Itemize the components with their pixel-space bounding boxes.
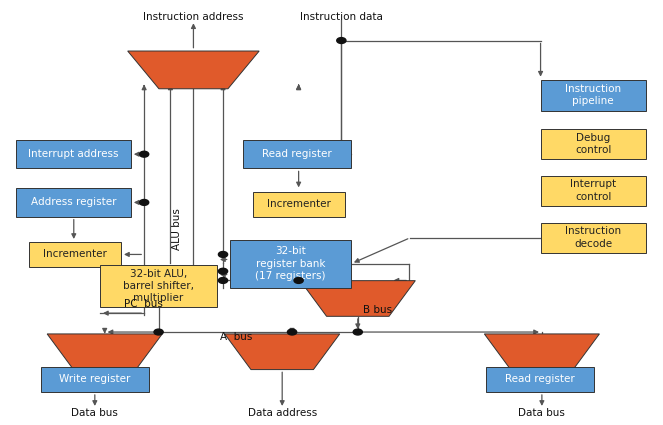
FancyBboxPatch shape xyxy=(100,265,217,307)
FancyBboxPatch shape xyxy=(540,129,646,159)
Text: A  bus: A bus xyxy=(219,332,252,343)
Polygon shape xyxy=(485,334,599,370)
Circle shape xyxy=(139,151,149,157)
Text: Address register: Address register xyxy=(30,198,116,207)
Circle shape xyxy=(218,278,227,283)
Text: Instruction
pipeline: Instruction pipeline xyxy=(565,84,621,107)
Circle shape xyxy=(154,329,163,335)
Text: Instruction
decode: Instruction decode xyxy=(565,227,621,249)
Text: Data address: Data address xyxy=(247,408,317,418)
Text: Interrupt address: Interrupt address xyxy=(29,149,119,159)
Polygon shape xyxy=(128,51,259,89)
FancyBboxPatch shape xyxy=(540,176,646,206)
FancyBboxPatch shape xyxy=(16,188,131,217)
FancyBboxPatch shape xyxy=(243,140,351,168)
Text: Incrementer: Incrementer xyxy=(43,249,107,259)
Text: Read register: Read register xyxy=(505,374,575,385)
Circle shape xyxy=(218,252,227,258)
Polygon shape xyxy=(47,334,162,370)
Text: B bus: B bus xyxy=(363,305,392,315)
Circle shape xyxy=(353,329,363,335)
FancyBboxPatch shape xyxy=(229,240,351,288)
FancyBboxPatch shape xyxy=(540,223,646,253)
Text: Incrementer: Incrementer xyxy=(267,199,331,209)
Text: Debug
control: Debug control xyxy=(575,133,611,155)
Circle shape xyxy=(218,268,227,274)
Circle shape xyxy=(139,199,149,205)
Text: PC  bus: PC bus xyxy=(125,299,163,309)
Text: Write register: Write register xyxy=(60,374,131,385)
Text: 32-bit ALU,
barrel shifter,
multiplier: 32-bit ALU, barrel shifter, multiplier xyxy=(123,269,194,303)
Text: Data bus: Data bus xyxy=(518,408,566,418)
Polygon shape xyxy=(225,334,339,370)
FancyBboxPatch shape xyxy=(253,192,345,217)
Text: 32-bit
register bank
(17 registers): 32-bit register bank (17 registers) xyxy=(255,246,326,281)
Text: Instruction address: Instruction address xyxy=(143,12,244,23)
Circle shape xyxy=(337,37,346,43)
Text: Data bus: Data bus xyxy=(72,408,118,418)
FancyBboxPatch shape xyxy=(16,140,131,168)
Text: Read register: Read register xyxy=(262,149,332,159)
FancyBboxPatch shape xyxy=(29,242,121,267)
Text: Interrupt
control: Interrupt control xyxy=(570,179,616,202)
Circle shape xyxy=(294,278,303,283)
Text: ALU bus: ALU bus xyxy=(172,208,182,250)
Text: Instruction data: Instruction data xyxy=(300,12,383,23)
FancyBboxPatch shape xyxy=(486,367,595,392)
FancyBboxPatch shape xyxy=(540,79,646,111)
FancyBboxPatch shape xyxy=(41,367,149,392)
Circle shape xyxy=(288,329,296,335)
Polygon shape xyxy=(300,280,415,316)
